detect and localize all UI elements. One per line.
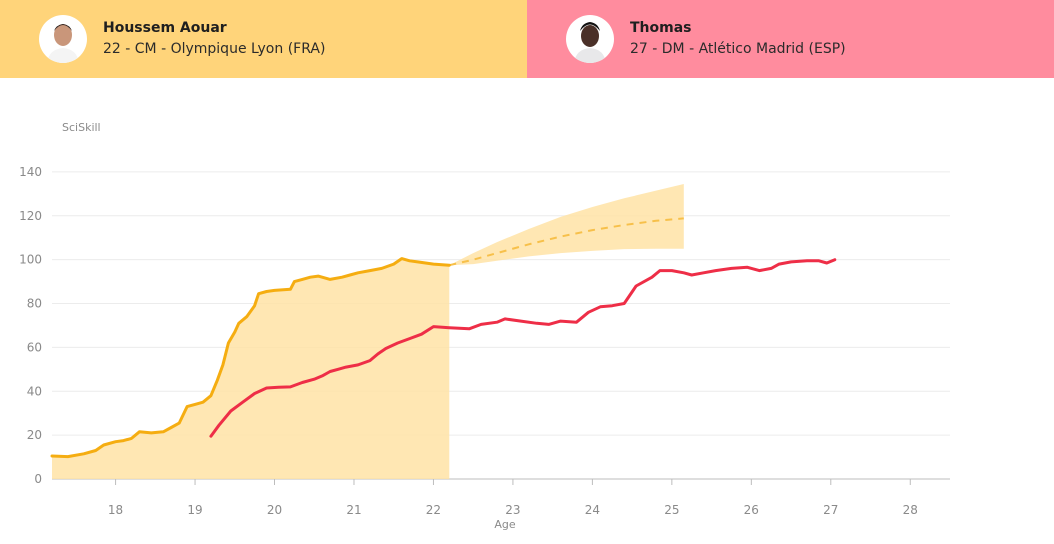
y-axis-label: SciSkill [62,121,101,134]
x-tick-label: 28 [903,503,918,517]
series-area-houssem-aouar [52,258,450,479]
y-tick-label: 20 [27,428,42,442]
player-card-thomas[interactable]: Thomas 27 - DM - Atlético Madrid (ESP) [527,0,1054,78]
player-info: 22 - CM - Olympique Lyon (FRA) [103,41,326,57]
series-line-thomas [209,258,837,438]
x-tick-label: 26 [744,503,759,517]
x-axis-label: Age [494,518,516,531]
x-tick-label: 19 [187,503,202,517]
series-line-houssem-aouar [50,257,451,459]
x-tick-label: 18 [108,503,123,517]
x-tick-label: 24 [585,503,600,517]
x-tick-label: 22 [426,503,441,517]
y-tick-label: 0 [34,472,42,486]
x-tick-label: 21 [346,503,361,517]
player-info: 27 - DM - Atlético Madrid (ESP) [630,41,846,57]
y-tick-label: 60 [27,340,42,354]
y-tick-label: 120 [19,209,42,223]
x-tick-label: 27 [823,503,838,517]
y-tick-label: 40 [27,384,42,398]
player-photo-icon [566,15,614,63]
projection-band [449,184,684,266]
x-tick-label: 20 [267,503,282,517]
y-tick-label: 140 [19,165,42,179]
y-tick-label: 80 [27,297,42,311]
sciskill-chart: 0 20 40 60 80 100 120 140 18 19 20 21 22 23 24 25 26 27 28… [19,121,950,531]
player-photo-icon [39,15,87,63]
x-tick-label: 25 [664,503,679,517]
player-card-houssem-aouar[interactable]: Houssem Aouar 22 - CM - Olympique Lyon (… [0,0,527,78]
y-tick-label: 100 [19,253,42,267]
projection-median-line [449,217,684,267]
player-name: Thomas [630,20,692,36]
x-tick-label: 23 [505,503,520,517]
player-name: Houssem Aouar [103,20,227,36]
